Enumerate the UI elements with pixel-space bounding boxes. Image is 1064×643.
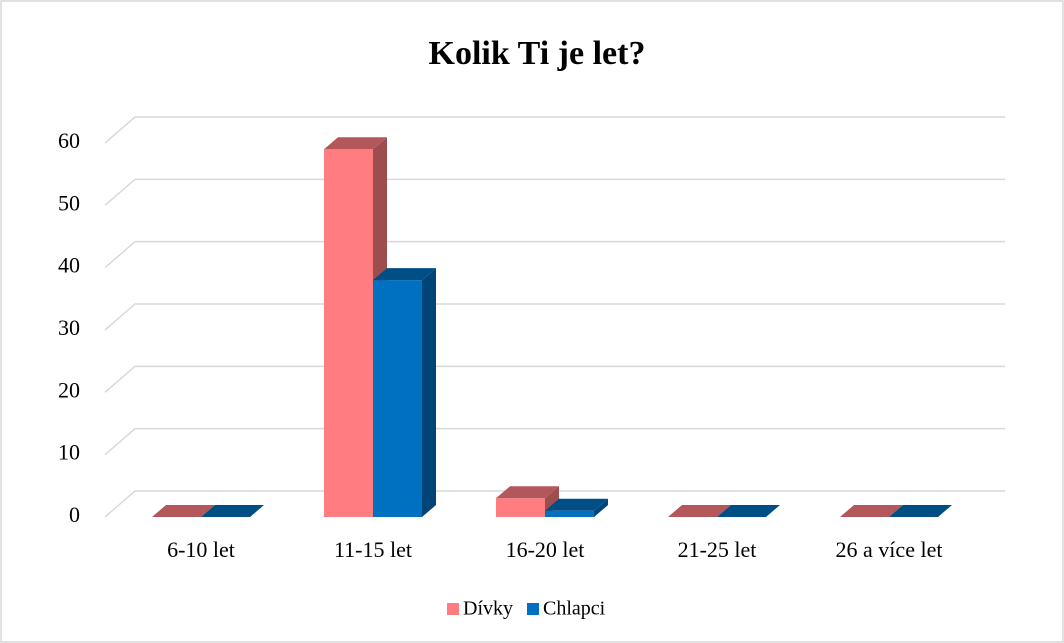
bar-front [324, 149, 373, 517]
bar [889, 505, 952, 517]
grid-line [104, 116, 1005, 144]
bar-side [594, 498, 608, 517]
y-tick-label: 10 [58, 440, 80, 465]
bar [545, 498, 608, 517]
grid-line [104, 427, 1005, 456]
grid-line [104, 490, 1005, 518]
bar [152, 505, 215, 517]
x-tick-label: 21-25 let [678, 537, 757, 562]
x-tick-label: 11-15 let [334, 537, 412, 562]
x-tick-label: 26 a více let [836, 537, 943, 562]
grid-line [104, 240, 1005, 269]
bar-top [717, 505, 780, 517]
bar-top [496, 486, 559, 499]
bar-top [373, 268, 436, 281]
bar-top [152, 505, 215, 517]
bar-top [889, 505, 952, 517]
grid-line [104, 178, 1005, 206]
chart-title: Kolik Ti je let? [429, 35, 646, 72]
bar-top [840, 505, 903, 517]
bar-top [545, 498, 608, 511]
y-tick-label: 40 [58, 253, 80, 278]
bar [201, 505, 264, 517]
bar-top [324, 137, 387, 150]
y-tick-label: 50 [58, 190, 80, 215]
y-tick-label: 0 [69, 502, 80, 527]
x-tick-label: 16-20 let [506, 537, 585, 562]
bar [840, 505, 903, 517]
legend-label: Dívky [463, 598, 513, 620]
y-tick-label: 20 [58, 377, 80, 402]
legend-swatch [447, 603, 459, 615]
bar-side [422, 268, 436, 517]
bar-top [668, 505, 731, 517]
y-tick-label: 30 [58, 315, 80, 340]
legend-swatch [527, 603, 539, 615]
grid-line [104, 365, 1005, 393]
legend-label: Chlapci [543, 598, 606, 620]
x-tick-label: 6-10 let [167, 537, 235, 562]
bar-front [373, 280, 422, 517]
bar-front [496, 498, 545, 517]
bar [496, 486, 559, 517]
bar-top [201, 505, 264, 517]
y-tick-label: 60 [58, 128, 80, 153]
bar [668, 505, 731, 517]
bar [373, 268, 436, 517]
grid-line [104, 303, 1005, 331]
bar [717, 505, 780, 517]
bar-front [545, 510, 594, 517]
